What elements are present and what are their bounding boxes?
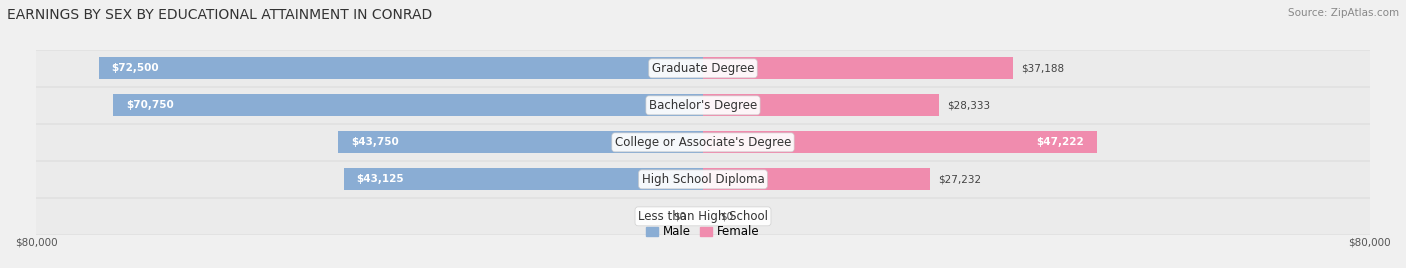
Text: $0: $0 <box>720 211 733 221</box>
Bar <box>37 198 1369 235</box>
Bar <box>343 168 703 191</box>
Text: $43,750: $43,750 <box>352 137 399 147</box>
Text: College or Associate's Degree: College or Associate's Degree <box>614 136 792 149</box>
Text: $0: $0 <box>673 211 686 221</box>
Text: EARNINGS BY SEX BY EDUCATIONAL ATTAINMENT IN CONRAD: EARNINGS BY SEX BY EDUCATIONAL ATTAINMEN… <box>7 8 432 22</box>
Bar <box>37 161 1369 198</box>
Bar <box>37 124 1369 161</box>
Bar <box>37 88 1369 123</box>
Bar <box>98 57 703 79</box>
Bar <box>37 162 1369 197</box>
Text: Graduate Degree: Graduate Degree <box>652 62 754 75</box>
Text: High School Diploma: High School Diploma <box>641 173 765 186</box>
Bar <box>37 87 1369 124</box>
Bar <box>37 125 1369 160</box>
Bar <box>37 51 1369 86</box>
Text: $43,125: $43,125 <box>356 174 404 184</box>
Bar <box>37 50 1369 87</box>
Legend: Male, Female: Male, Female <box>647 225 759 238</box>
Bar <box>339 131 703 154</box>
Bar <box>703 131 1097 154</box>
Text: $27,232: $27,232 <box>938 174 981 184</box>
Text: Less than High School: Less than High School <box>638 210 768 223</box>
Bar <box>703 94 939 117</box>
Text: $72,500: $72,500 <box>111 63 159 73</box>
Text: $47,222: $47,222 <box>1036 137 1084 147</box>
Bar <box>703 57 1012 79</box>
Text: $28,333: $28,333 <box>948 100 991 110</box>
Bar <box>703 168 929 191</box>
Text: $70,750: $70,750 <box>127 100 174 110</box>
Bar <box>114 94 703 117</box>
Bar <box>37 199 1369 234</box>
Text: $37,188: $37,188 <box>1021 63 1064 73</box>
Text: Source: ZipAtlas.com: Source: ZipAtlas.com <box>1288 8 1399 18</box>
Text: Bachelor's Degree: Bachelor's Degree <box>650 99 756 112</box>
